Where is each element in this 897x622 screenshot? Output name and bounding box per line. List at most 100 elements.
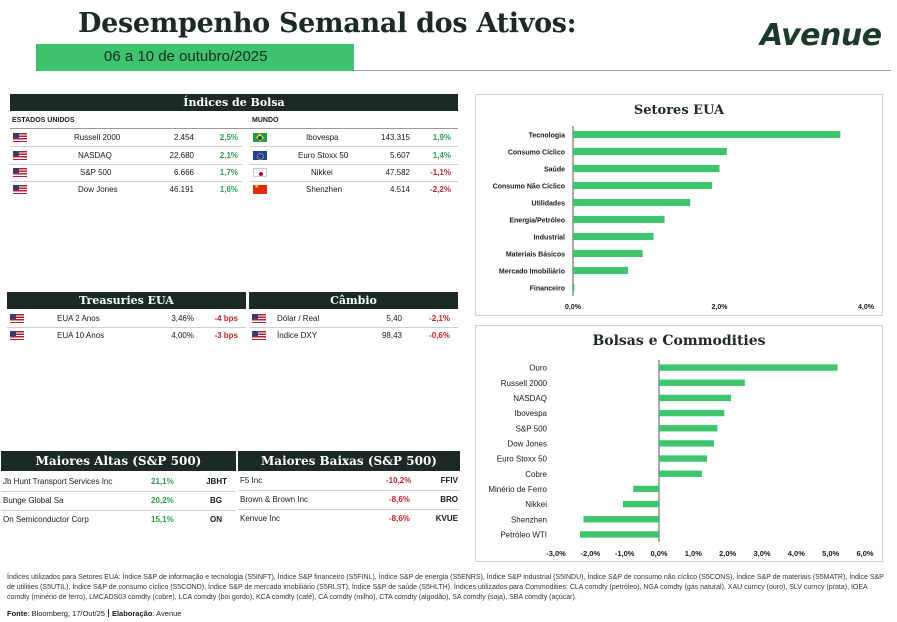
tick-label: 2,0% xyxy=(719,549,736,558)
index-name: NASDAQ xyxy=(78,151,112,160)
markets-chart-title: Bolsas e Commodities xyxy=(592,333,766,349)
index-change: 2,5% xyxy=(219,133,238,142)
ticker: JBHT xyxy=(206,477,227,486)
category-label: Financeiro xyxy=(530,286,565,293)
category-label: Ibovespa xyxy=(515,409,548,418)
index-value: 46.191 xyxy=(169,185,194,194)
index-change: -2,2% xyxy=(430,185,451,194)
row-divider xyxy=(250,146,458,147)
table-row: Russell 2000 2.454 2,5% xyxy=(10,129,242,146)
bar xyxy=(573,164,720,173)
row-divider xyxy=(1,510,236,511)
markets-bar-chart: Ouro Russell 2000 NASDAQ Ibovespa S&P 500 Dow… xyxy=(488,360,874,558)
table-row: NASDAQ 22.680 2,1% xyxy=(10,147,242,164)
index-name: Russell 2000 xyxy=(74,133,121,142)
tick-label: -2,0% xyxy=(581,549,601,558)
source-line: Fonte: Bloomberg, 17/Out/25 Elaboração: A… xyxy=(7,609,181,618)
row-divider xyxy=(238,490,460,491)
index-value: 47.582 xyxy=(385,168,410,177)
tick-label: 6,0% xyxy=(856,549,873,558)
source-text: : Bloomberg, 17/Out/25 xyxy=(27,609,105,618)
fx-change: -0,6% xyxy=(429,331,450,340)
company-name: On Semiconductor Corp xyxy=(3,515,89,524)
index-name: Dow Jones xyxy=(78,185,118,194)
bar xyxy=(659,440,714,447)
table-row: Euro Stoxx 50 5.607 1,4% xyxy=(250,147,458,164)
stock-change: -8,6% xyxy=(389,495,410,504)
indices-header: Índices de Bolsa xyxy=(10,94,458,111)
top-losers-header: Maiores Baixas (S&P 500) xyxy=(238,451,460,471)
table-row: Brown & Brown Inc -8,6% BRO xyxy=(240,490,460,509)
indices-subheader-rule xyxy=(10,128,458,129)
bar xyxy=(659,425,718,432)
index-change: 1,6% xyxy=(219,185,238,194)
category-label: Ouro xyxy=(529,364,547,373)
bar xyxy=(573,283,575,292)
treasury-change: -4 bps xyxy=(214,314,238,323)
index-name: Nikkei xyxy=(311,168,333,177)
company-name: F5 Inc xyxy=(240,476,263,485)
stock-change: -8,6% xyxy=(389,514,410,523)
category-label: Nikkei xyxy=(525,500,547,509)
category-label: Cobre xyxy=(525,470,547,479)
ticker: ON xyxy=(210,515,222,524)
category-label: Euro Stoxx 50 xyxy=(497,455,548,464)
category-label: Shenzhen xyxy=(511,515,547,524)
sectors-chart-title: Setores EUA xyxy=(633,103,725,118)
index-name: Euro Stoxx 50 xyxy=(298,151,349,160)
table-row: EUA 10 Anos 4,00% -3 bps xyxy=(7,327,246,344)
date-range: 06 a 10 de outubro/2025 xyxy=(104,48,268,65)
us-flag-icon xyxy=(252,314,266,323)
tick-label: 1,0% xyxy=(685,549,702,558)
table-row: Jb Hunt Transport Services Inc 21,1% JBH… xyxy=(3,472,236,491)
japan-flag-icon xyxy=(253,168,267,177)
fx-name: Dólar / Real xyxy=(277,314,320,323)
index-name: Shenzhen xyxy=(306,185,343,194)
bar xyxy=(573,181,713,190)
company-name: Brown & Brown Inc xyxy=(240,495,309,504)
bar xyxy=(633,485,659,493)
us-flag-icon xyxy=(10,314,24,323)
row-divider xyxy=(250,164,458,165)
row-divider xyxy=(249,327,458,328)
us-flag-icon xyxy=(10,331,24,340)
table-row: F5 Inc -10,2% FFIV xyxy=(240,471,460,490)
fx-value: 98,43 xyxy=(381,331,402,340)
stock-change: 21,1% xyxy=(151,477,174,486)
index-change: 1,9% xyxy=(432,133,451,142)
bar xyxy=(573,215,665,224)
table-row: Ibovespa 143.315 1,9% xyxy=(250,129,458,146)
us-flag-icon xyxy=(13,168,27,177)
tick-label: 5,0% xyxy=(822,549,839,558)
page-title: Desempenho Semanal dos Ativos: xyxy=(78,8,577,39)
category-label: S&P 500 xyxy=(516,424,548,433)
us-flag-icon xyxy=(13,151,27,160)
stock-change: 15,1% xyxy=(151,515,174,524)
subtitle-banner xyxy=(36,44,354,71)
tick-label: 4,0% xyxy=(858,304,875,311)
category-label: Russell 2000 xyxy=(501,379,548,388)
row-divider xyxy=(7,327,246,328)
treasury-yield: 4,00% xyxy=(171,331,194,340)
ticker: FFIV xyxy=(440,476,458,485)
tick-label: -3,0% xyxy=(546,549,566,558)
category-label: Petróleo WTI xyxy=(500,530,547,539)
ticker: BRO xyxy=(440,495,458,504)
category-label: Dow Jones xyxy=(507,439,547,448)
bar xyxy=(573,249,643,258)
row-divider xyxy=(250,181,458,182)
category-label: Saúde xyxy=(544,167,565,174)
index-value: 6.666 xyxy=(173,168,194,177)
table-row: Dólar / Real 5,40 -2,1% xyxy=(249,310,458,327)
treasury-name: EUA 10 Anos xyxy=(57,331,105,340)
tick-label: 3,0% xyxy=(753,549,770,558)
index-value: 4.514 xyxy=(389,185,410,194)
company-name: Kenvue Inc xyxy=(240,514,281,523)
category-label: Energia/Petróleo xyxy=(509,218,565,225)
us-flag-icon xyxy=(13,133,27,142)
fx-change: -2,1% xyxy=(429,314,450,323)
us-flag-icon xyxy=(13,185,27,194)
category-label: Tecnologia xyxy=(529,133,566,140)
bar xyxy=(659,364,838,371)
index-change: 2,1% xyxy=(219,151,238,160)
